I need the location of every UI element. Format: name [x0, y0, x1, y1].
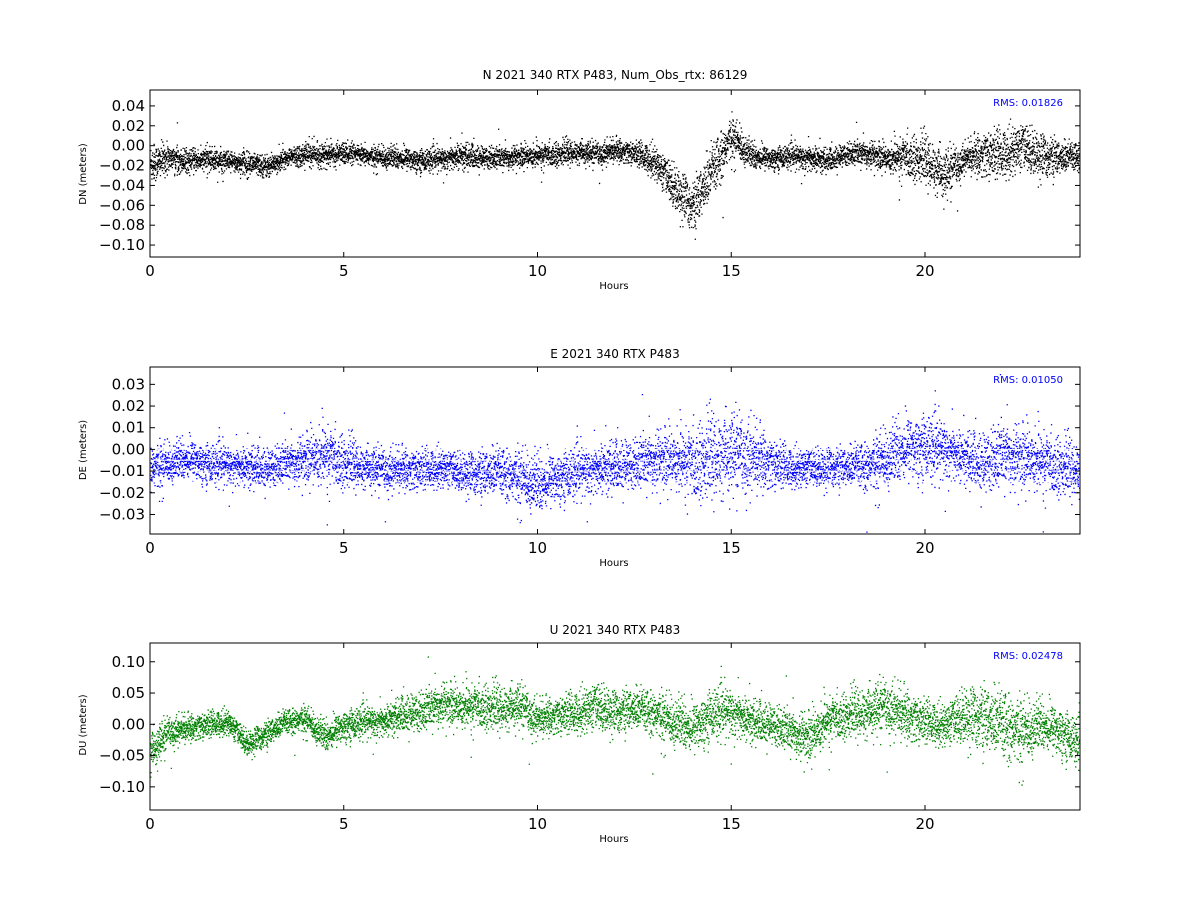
x-tick-label-east: 15 [722, 539, 741, 557]
axes-frame-north [149, 89, 1081, 258]
y-axis-label-north: DN (meters) [78, 143, 89, 205]
x-tick-label-north: 15 [722, 262, 741, 280]
panel-up: U 2021 340 RTX P483 DU (meters) Hours RM… [78, 623, 1081, 845]
data-points-north-series-0 [150, 111, 1080, 240]
x-tick-label-north: 0 [145, 262, 155, 280]
plot-area-up: 0 5 10 15 20 −0.10 −0.05 0.00 0.05 0.10 [99, 642, 1081, 833]
y-tick-label-north: 0.04 [112, 97, 145, 115]
panel-north: N 2021 340 RTX P483, Num_Obs_rtx: 86129 … [78, 68, 1081, 292]
x-tick-label-north: 5 [339, 262, 349, 280]
panel-east: E 2021 340 RTX P483 DE (meters) Hours RM… [78, 347, 1081, 569]
y-tick-label-east: 0.03 [112, 375, 145, 393]
chart-title-east: E 2021 340 RTX P483 [550, 347, 679, 361]
x-tick-label-up: 5 [339, 815, 349, 833]
x-tick-label-north: 20 [915, 262, 934, 280]
x-axis-label-north: Hours [599, 281, 628, 292]
y-tick-label-north: −0.06 [99, 196, 145, 214]
y-tick-label-east: −0.03 [99, 505, 145, 523]
y-tick-label-east: −0.01 [99, 462, 145, 480]
x-axis-label-up: Hours [599, 834, 628, 845]
chart-title-north: N 2021 340 RTX P483, Num_Obs_rtx: 86129 [483, 68, 748, 82]
x-tick-label-north: 10 [528, 262, 547, 280]
axes-frame-east [149, 366, 1081, 535]
plot-area-north: 0 5 10 15 20 −0.10 −0.08 −0.06 −0.04−0.02 0.00 0.0… [99, 89, 1081, 280]
x-tick-label-up: 15 [722, 815, 741, 833]
x-tick-label-east: 10 [528, 539, 547, 557]
y-tick-label-east: 0.01 [112, 419, 145, 437]
axes-frame-up [149, 642, 1081, 811]
x-tick-label-up: 20 [915, 815, 934, 833]
rms-annotation-up: RMS: 0.02478 [993, 651, 1063, 662]
y-tick-label-north: 0.02 [112, 117, 145, 135]
y-tick-label-up: −0.10 [99, 778, 145, 796]
data-points-up-series-0 [150, 656, 1080, 786]
y-tick-label-up: −0.05 [99, 747, 145, 765]
x-tick-label-east: 0 [145, 539, 155, 557]
y-tick-label-north: 0.00 [112, 137, 145, 155]
y-tick-label-north: −0.08 [99, 216, 145, 234]
y-tick-label-up: 0.05 [112, 684, 145, 702]
y-tick-label-up: 0.00 [112, 715, 145, 733]
y-tick-label-east: 0.00 [112, 440, 145, 458]
chart-title-up: U 2021 340 RTX P483 [550, 623, 681, 637]
y-tick-label-north: −0.04 [99, 176, 145, 194]
y-axis-label-east: DE (meters) [78, 420, 89, 480]
y-tick-label-up: 0.10 [112, 653, 145, 671]
x-axis-label-east: Hours [599, 558, 628, 569]
y-tick-label-north: −0.10 [99, 236, 145, 254]
x-tick-label-east: 5 [339, 539, 349, 557]
plot-area-east: 0 5 10 15 20 −0.03 −0.02 −0.01 0.00 0.01 0.02 0.03 [99, 366, 1081, 557]
y-tick-label-east: 0.02 [112, 397, 145, 415]
x-tick-label-up: 0 [145, 815, 155, 833]
data-points-east-series-0 [150, 374, 1080, 534]
y-tick-label-east: −0.02 [99, 484, 145, 502]
rms-annotation-north: RMS: 0.01826 [993, 98, 1063, 109]
rms-annotation-east: RMS: 0.01050 [993, 375, 1063, 386]
x-tick-label-up: 10 [528, 815, 547, 833]
x-tick-label-east: 20 [915, 539, 934, 557]
y-tick-label-north: −0.02 [99, 157, 145, 175]
y-axis-label-up: DU (meters) [78, 694, 89, 755]
